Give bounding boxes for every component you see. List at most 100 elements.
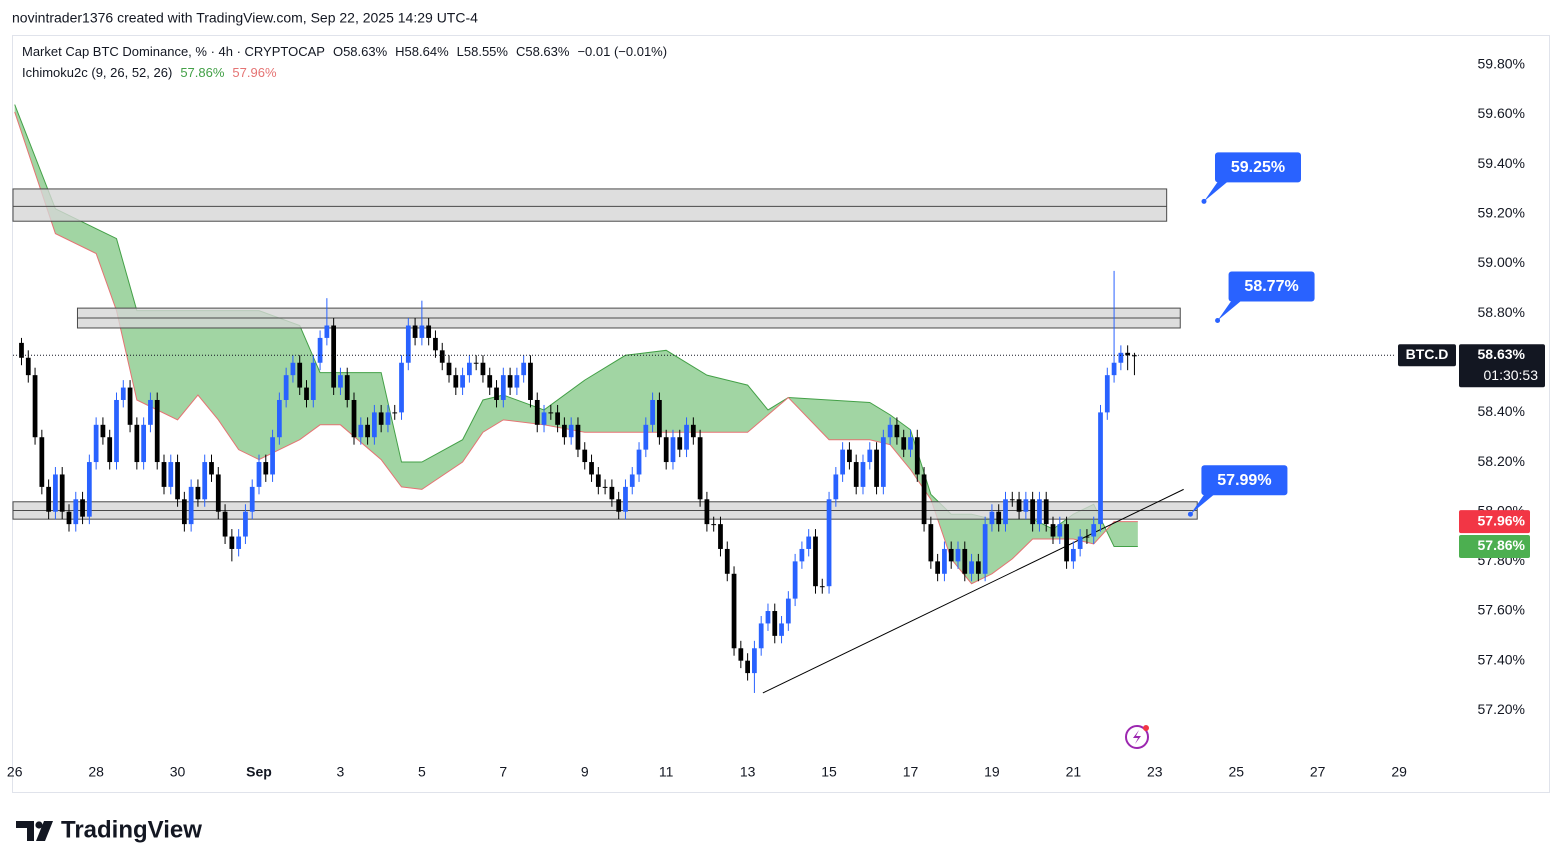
candle-body xyxy=(731,573,737,649)
alert-icon-ring xyxy=(1125,725,1149,749)
candle-body xyxy=(853,462,859,487)
candle-body xyxy=(1111,362,1117,376)
candle-body xyxy=(338,375,343,388)
candle-body xyxy=(1098,412,1103,525)
candle-body xyxy=(724,548,730,574)
candle-body xyxy=(236,536,242,549)
candle-body xyxy=(385,412,391,425)
candle-body xyxy=(847,449,852,463)
candle-body xyxy=(433,337,438,351)
candle-body xyxy=(249,486,255,512)
candle-body xyxy=(181,499,187,525)
ichimoku-cloud xyxy=(14,104,1138,584)
candle-body xyxy=(826,499,832,587)
candle-body xyxy=(636,449,642,475)
candle-body xyxy=(657,399,662,438)
candle-body xyxy=(860,462,866,487)
chart-frame xyxy=(12,35,1550,793)
candle-body xyxy=(541,412,547,425)
x-tick-label: 30 xyxy=(170,764,186,780)
candle-body xyxy=(270,437,275,475)
candle-body xyxy=(460,375,465,388)
symbol-badge xyxy=(1398,344,1456,367)
candle-body xyxy=(53,474,58,512)
candle-body xyxy=(453,375,459,388)
candle-body xyxy=(1118,352,1124,363)
x-tick-label: 29 xyxy=(1391,764,1407,780)
candle-body xyxy=(120,387,126,400)
candle-body xyxy=(595,474,601,487)
indicator-name: Ichimoku2c (9, 26, 52, 26) xyxy=(22,65,172,80)
candle-body xyxy=(175,462,180,500)
callout-box xyxy=(1214,152,1301,183)
y-tick-label: 57.40% xyxy=(1478,651,1525,667)
alert-icon-bolt xyxy=(1133,730,1141,744)
logo-shape xyxy=(36,821,53,841)
x-tick-label: 9 xyxy=(581,764,589,780)
price-badge-label: 58.63% xyxy=(1478,346,1526,362)
price-badge xyxy=(1459,344,1545,388)
candle-body xyxy=(1043,499,1049,525)
x-tick-label: 17 xyxy=(903,764,919,780)
candle-body xyxy=(243,511,248,537)
candle-body xyxy=(1003,499,1008,525)
indicator-value: 57.96% xyxy=(232,65,277,80)
candle-body xyxy=(602,486,608,488)
candle-body xyxy=(480,362,486,376)
credit: novintrader1376 created with TradingView… xyxy=(12,10,478,26)
candle-body xyxy=(25,357,31,376)
zone xyxy=(12,188,1168,222)
candle-body xyxy=(365,424,370,438)
candle-body xyxy=(880,437,886,487)
callout-label: 57.99% xyxy=(1217,472,1271,489)
candle-body xyxy=(996,511,1002,525)
candle-body xyxy=(677,437,683,450)
candle-body xyxy=(935,561,941,574)
candle-body xyxy=(1050,524,1056,537)
candle-body xyxy=(80,499,85,517)
legend-value: O58.63% xyxy=(333,44,388,59)
candle-body xyxy=(148,399,153,425)
candle-body xyxy=(86,462,92,517)
candle-body xyxy=(670,437,676,463)
candle-body xyxy=(650,399,655,425)
candle-body xyxy=(161,462,167,487)
candle-body xyxy=(792,561,798,599)
candle-body xyxy=(467,362,472,376)
candle-body xyxy=(711,524,717,526)
x-tick-label: Sep xyxy=(246,764,272,780)
candle-body xyxy=(629,474,635,487)
candle-body xyxy=(765,611,771,624)
candle-body xyxy=(1023,499,1029,512)
candle-body xyxy=(344,375,350,400)
candle-body xyxy=(623,486,628,512)
candle-body xyxy=(928,524,934,562)
candle-body xyxy=(772,611,778,636)
candle-body xyxy=(684,424,689,450)
candle-body xyxy=(439,350,445,363)
candle-body xyxy=(758,623,764,649)
alert-icon-dot xyxy=(1143,725,1149,731)
candle-body xyxy=(867,449,873,463)
candle-body xyxy=(399,362,404,413)
candle-body xyxy=(589,462,594,475)
cloud-badge-label: 57.96% xyxy=(1478,512,1526,528)
candle-body xyxy=(202,462,208,500)
price-countdown: 01:30:53 xyxy=(1484,367,1539,383)
candle-body xyxy=(39,437,45,487)
candle-body xyxy=(799,548,805,562)
callout-label: 58.77% xyxy=(1244,278,1298,295)
candle-body xyxy=(276,399,282,438)
candle-body xyxy=(331,325,337,388)
candle-body xyxy=(215,474,221,512)
candle-body xyxy=(833,474,839,500)
candle-body xyxy=(609,486,615,500)
candle-body xyxy=(1125,352,1131,356)
callout-tail xyxy=(1190,494,1215,515)
x-tick-label: 19 xyxy=(984,764,1000,780)
candle-body xyxy=(100,424,106,438)
candle-body xyxy=(378,412,384,425)
candle-body xyxy=(209,462,214,475)
candle-body xyxy=(405,325,411,363)
candle-body xyxy=(962,548,968,574)
